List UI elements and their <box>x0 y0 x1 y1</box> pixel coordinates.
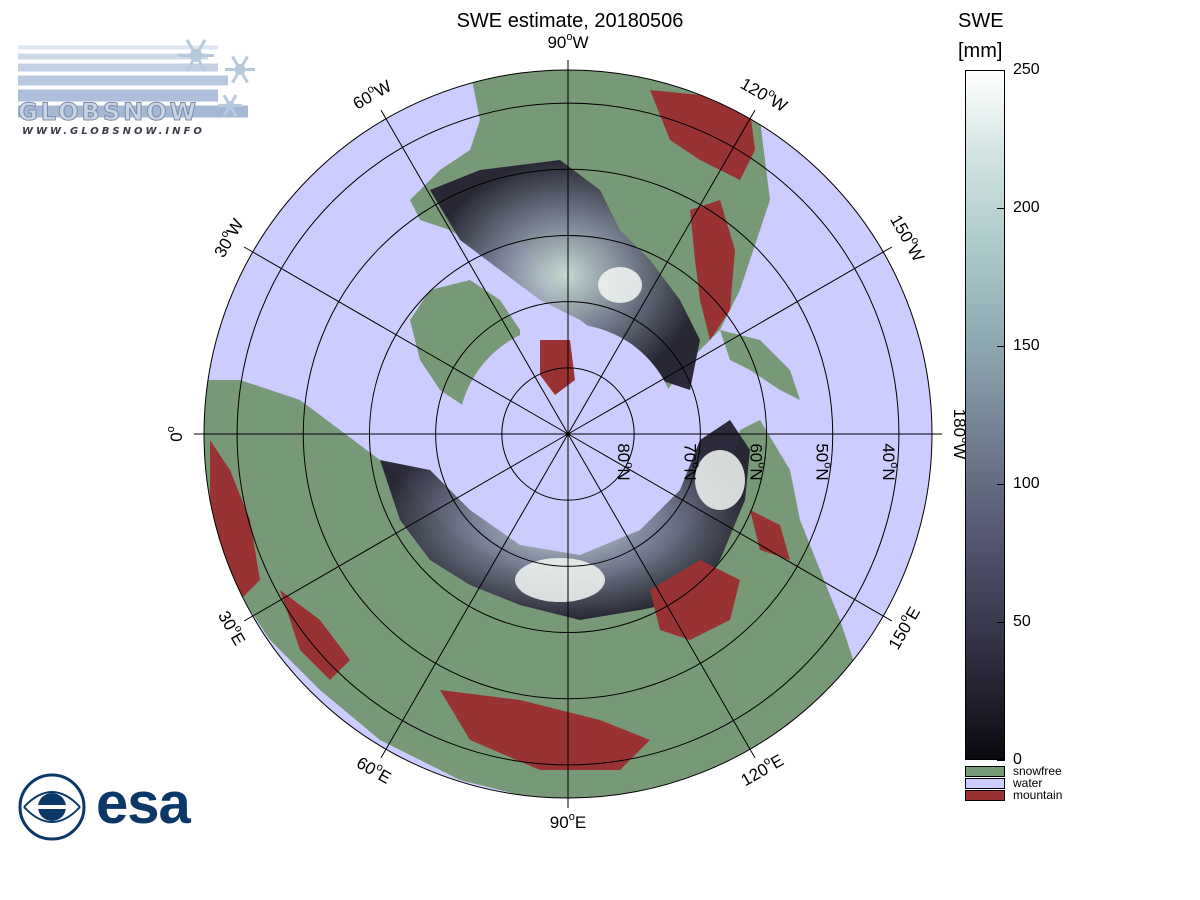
colorbar-tick-label: 150 <box>1013 337 1040 354</box>
colorbar-tick-mark <box>997 346 1005 347</box>
colorbar-tick-mark <box>997 622 1005 623</box>
longitude-label: 30oE <box>214 607 251 649</box>
map-title: SWE estimate, 20180506 <box>456 10 684 32</box>
legend-label-mountain: mountain <box>1013 788 1063 802</box>
landmass-alaska <box>720 330 800 400</box>
snow-cover-eurasia <box>380 420 750 620</box>
colorbar-title: SWE [mm] <box>958 6 1004 66</box>
longitude-label: 120oW <box>737 72 792 116</box>
colorbar-tick-mark <box>997 484 1005 485</box>
meridian-line <box>567 433 893 622</box>
latitude-label: 80oN <box>614 443 636 480</box>
snow-core-siberia <box>515 558 605 602</box>
latitude-label: 70oN <box>680 443 702 480</box>
longitude-label: 60oW <box>349 75 395 114</box>
legend-label-water: water <box>1013 776 1043 790</box>
colorbar-title-line1: SWE <box>958 10 1004 32</box>
swe-colorbar <box>965 70 1005 760</box>
meridian-line <box>380 109 569 435</box>
longitude-label: 60oE <box>353 751 395 788</box>
colorbar-tick-label: 0 <box>1013 751 1022 768</box>
graticule <box>194 60 942 808</box>
longitude-label: 90oW <box>547 31 588 53</box>
globsnow-logo <box>18 39 255 118</box>
legend-swatch-mountain <box>965 790 1005 801</box>
snow-cover-north-america <box>430 160 700 390</box>
longitude-label: 150oE <box>883 603 925 653</box>
snowflake-icon <box>178 39 255 117</box>
meridian-line <box>567 109 756 435</box>
colorbar-tick-mark <box>997 760 1005 761</box>
globsnow-wordmark: GLOBSNOW <box>17 98 200 127</box>
colorbar-title-line2: [mm] <box>958 40 1003 62</box>
meridian-line <box>243 433 569 622</box>
longitude-label: 90oE <box>550 811 586 833</box>
colorbar-tick-label: 250 <box>1013 61 1040 78</box>
longitude-label: 150oW <box>886 211 930 266</box>
latitude-label: 50oN <box>812 443 834 480</box>
legend-swatch-water <box>965 778 1005 789</box>
meridian-line <box>243 246 569 435</box>
colorbar-tick-label: 50 <box>1013 613 1031 630</box>
legend-swatch-snowfree <box>965 766 1005 777</box>
meridian-line <box>567 246 893 435</box>
colorbar-tick-mark <box>997 208 1005 209</box>
meridian-line <box>380 433 569 759</box>
colorbar-tick-label: 100 <box>1013 475 1040 492</box>
colorbar-tick-label: 200 <box>1013 199 1040 216</box>
meridian-line <box>567 433 756 759</box>
esa-wordmark: esa <box>96 771 191 836</box>
latitude-label: 40oN <box>878 443 900 480</box>
latitude-labels: 80oN 70oN 60oN 50oN 40oN <box>614 443 900 480</box>
snow-core-kamchatka <box>695 450 745 510</box>
map-frame <box>203 69 933 799</box>
globsnow-url: WWW.GLOBSNOW.INFO <box>22 126 205 137</box>
longitude-label: 120oE <box>737 749 787 791</box>
colorbar-tick-mark <box>997 70 1005 71</box>
latitude-label: 60oN <box>746 443 768 480</box>
logo-stripes <box>18 45 248 118</box>
esa-emblem-icon <box>18 773 86 841</box>
snow-core-canada <box>598 267 642 303</box>
longitude-label: 0o <box>165 426 187 442</box>
longitude-label: 30oW <box>209 215 248 261</box>
legend-label-snowfree: snowfree <box>1013 764 1062 778</box>
